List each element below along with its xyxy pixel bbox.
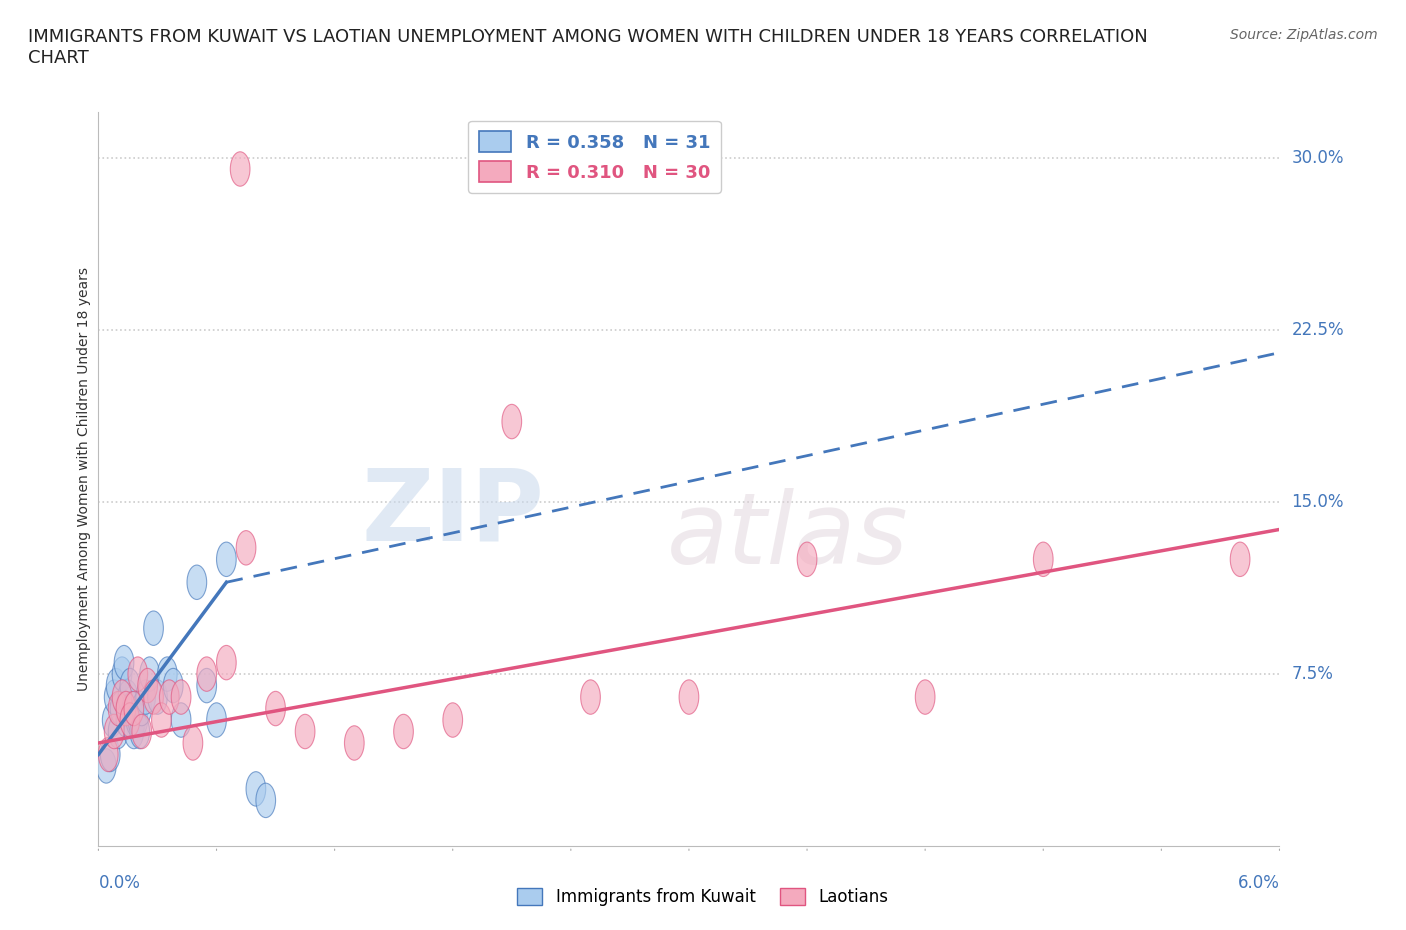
Ellipse shape [236, 531, 256, 565]
Ellipse shape [187, 565, 207, 600]
Ellipse shape [103, 703, 122, 737]
Ellipse shape [114, 645, 134, 680]
Ellipse shape [139, 657, 159, 691]
Ellipse shape [231, 152, 250, 186]
Ellipse shape [1230, 542, 1250, 577]
Ellipse shape [132, 714, 152, 749]
Ellipse shape [344, 725, 364, 760]
Ellipse shape [120, 703, 139, 737]
Ellipse shape [443, 703, 463, 737]
Ellipse shape [143, 680, 163, 714]
Ellipse shape [104, 680, 124, 714]
Ellipse shape [797, 542, 817, 577]
Ellipse shape [159, 680, 179, 714]
Ellipse shape [143, 611, 163, 645]
Ellipse shape [172, 680, 191, 714]
Ellipse shape [104, 714, 124, 749]
Ellipse shape [98, 737, 118, 772]
Ellipse shape [183, 725, 202, 760]
Ellipse shape [107, 669, 127, 703]
Legend: Immigrants from Kuwait, Laotians: Immigrants from Kuwait, Laotians [510, 881, 896, 912]
Ellipse shape [124, 714, 143, 749]
Ellipse shape [207, 703, 226, 737]
Ellipse shape [152, 703, 172, 737]
Ellipse shape [266, 691, 285, 725]
Ellipse shape [108, 691, 128, 725]
Ellipse shape [108, 714, 128, 749]
Ellipse shape [172, 703, 191, 737]
Text: 15.0%: 15.0% [1291, 493, 1344, 511]
Ellipse shape [117, 691, 136, 725]
Ellipse shape [246, 772, 266, 806]
Ellipse shape [132, 691, 152, 725]
Text: ZIP: ZIP [361, 465, 544, 562]
Text: 6.0%: 6.0% [1237, 874, 1279, 892]
Ellipse shape [581, 680, 600, 714]
Ellipse shape [138, 669, 157, 703]
Ellipse shape [120, 669, 139, 703]
Ellipse shape [148, 680, 167, 714]
Ellipse shape [197, 669, 217, 703]
Ellipse shape [256, 783, 276, 817]
Text: Source: ZipAtlas.com: Source: ZipAtlas.com [1230, 28, 1378, 42]
Ellipse shape [295, 714, 315, 749]
Ellipse shape [127, 703, 146, 737]
Ellipse shape [128, 703, 148, 737]
Ellipse shape [915, 680, 935, 714]
Ellipse shape [122, 691, 142, 725]
Ellipse shape [129, 714, 149, 749]
Legend: R = 0.358   N = 31, R = 0.310   N = 30: R = 0.358 N = 31, R = 0.310 N = 30 [468, 121, 721, 193]
Ellipse shape [117, 703, 136, 737]
Ellipse shape [124, 691, 143, 725]
Ellipse shape [136, 680, 156, 714]
Text: 30.0%: 30.0% [1291, 149, 1344, 166]
Ellipse shape [163, 669, 183, 703]
Ellipse shape [217, 645, 236, 680]
Text: 22.5%: 22.5% [1291, 321, 1344, 339]
Ellipse shape [217, 542, 236, 577]
Ellipse shape [112, 657, 132, 691]
Ellipse shape [118, 680, 138, 714]
Ellipse shape [110, 691, 129, 725]
Text: 0.0%: 0.0% [98, 874, 141, 892]
Text: IMMIGRANTS FROM KUWAIT VS LAOTIAN UNEMPLOYMENT AMONG WOMEN WITH CHILDREN UNDER 1: IMMIGRANTS FROM KUWAIT VS LAOTIAN UNEMPL… [28, 28, 1147, 67]
Ellipse shape [112, 680, 132, 714]
Y-axis label: Unemployment Among Women with Children Under 18 years: Unemployment Among Women with Children U… [77, 267, 91, 691]
Ellipse shape [1033, 542, 1053, 577]
Ellipse shape [679, 680, 699, 714]
Text: atlas: atlas [666, 488, 908, 585]
Ellipse shape [128, 657, 148, 691]
Text: 7.5%: 7.5% [1291, 665, 1333, 684]
Ellipse shape [502, 405, 522, 439]
Ellipse shape [197, 657, 217, 691]
Ellipse shape [394, 714, 413, 749]
Ellipse shape [97, 749, 117, 783]
Ellipse shape [100, 737, 120, 772]
Ellipse shape [157, 657, 177, 691]
